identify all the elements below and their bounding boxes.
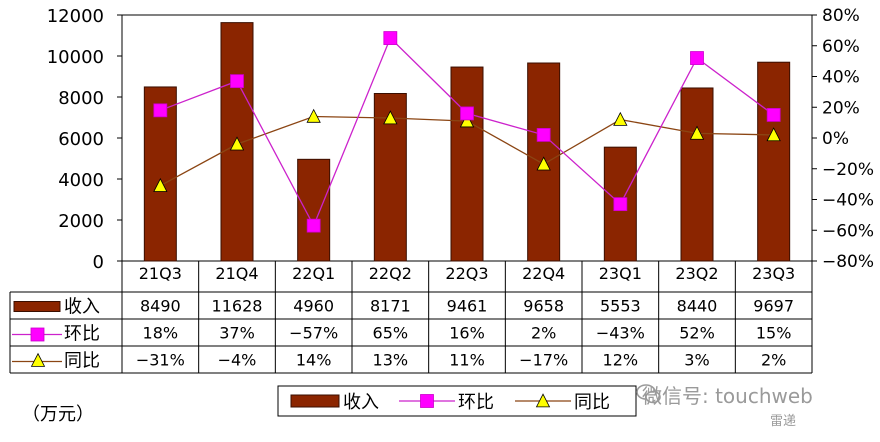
table-cell: −17%: [519, 351, 568, 370]
table-row-header: 收入: [64, 297, 100, 318]
legend-label-revenue: 收入: [343, 392, 379, 413]
table-cell: 8440: [677, 297, 718, 316]
table-key-yoy-marker: [30, 352, 46, 367]
legend-key-revenue: [290, 394, 340, 408]
unit-label: （万元）: [22, 404, 94, 425]
table-cell: 8490: [140, 297, 181, 316]
legend-label-mom: 环比: [458, 392, 494, 413]
yoy-marker: [766, 127, 781, 142]
legend-key-mom-marker: [420, 394, 434, 408]
yoy-marker: [153, 177, 168, 192]
table-cell: −4%: [218, 351, 257, 370]
table-cell: 13%: [373, 351, 409, 370]
table-cell: 8171: [370, 297, 411, 316]
x-tick-label: 21Q3: [139, 264, 182, 283]
y-right-tick-label: 40%: [822, 68, 860, 88]
table-cell: 37%: [219, 324, 255, 343]
yoy-marker: [229, 136, 245, 151]
table-cell: 4960: [293, 297, 334, 316]
y-left-tick-label: 0: [93, 252, 104, 273]
revenue-bar: [680, 87, 714, 262]
y-left-tick-label: 12000: [47, 6, 104, 27]
table-cell: 9697: [753, 297, 794, 316]
x-tick-label: 22Q2: [369, 264, 412, 283]
mom-marker: [536, 128, 551, 142]
yoy-marker: [689, 125, 705, 140]
mom-marker: [460, 106, 474, 121]
mom-marker: [766, 108, 781, 122]
legend-key-yoy-marker: [535, 393, 551, 408]
y-right-tick-label: −80%: [822, 252, 874, 272]
x-tick-label: 23Q3: [752, 264, 795, 283]
y-right-tick-label: −20%: [822, 160, 874, 180]
y-left-tick-label: 8000: [58, 88, 104, 109]
x-tick-label: 22Q4: [522, 264, 565, 283]
table-cell: 2%: [531, 324, 556, 343]
y-left-tick-label: 6000: [58, 129, 104, 150]
table-cell: 9658: [523, 297, 564, 316]
table-cell: 11628: [212, 297, 263, 316]
table-cell: 12%: [603, 351, 639, 370]
table-cell: 3%: [684, 351, 709, 370]
yoy-marker: [306, 108, 321, 123]
table-cell: 52%: [679, 324, 715, 343]
revenue-bar: [450, 66, 484, 262]
yoy-marker: [536, 156, 551, 171]
table-cell: 65%: [373, 324, 409, 343]
mom-marker: [306, 218, 321, 233]
mom-marker: [230, 74, 244, 89]
revenue-bar: [527, 62, 561, 262]
y-left-tick-label: 10000: [47, 47, 104, 68]
watermark-sub: 雷递: [770, 414, 797, 429]
yoy-marker: [613, 111, 628, 126]
table-cell: 15%: [756, 324, 792, 343]
x-tick-label: 21Q4: [215, 264, 258, 283]
table-cell: −57%: [289, 324, 338, 343]
revenue-bar: [297, 158, 331, 262]
y-right-tick-label: 60%: [822, 37, 860, 57]
revenue-bar: [757, 61, 791, 262]
table-cell: 2%: [761, 351, 786, 370]
y-left-tick-label: 4000: [58, 170, 104, 191]
table-cell: 16%: [449, 324, 485, 343]
y-right-tick-label: −60%: [822, 221, 874, 241]
mom-marker: [613, 197, 628, 212]
table-cell: 14%: [296, 351, 332, 370]
table-row-header: 同比: [64, 351, 100, 372]
mom-marker: [383, 31, 398, 45]
y-right-tick-label: −40%: [822, 191, 874, 211]
table-row-header: 环比: [64, 324, 100, 345]
x-tick-label: 22Q1: [292, 264, 335, 283]
yoy-marker: [383, 110, 398, 125]
table-cell: 9461: [447, 297, 488, 316]
y-left-tick-label: 2000: [58, 211, 104, 232]
table-cell: 11%: [449, 351, 485, 370]
x-tick-label: 22Q3: [445, 264, 488, 283]
x-tick-label: 23Q1: [599, 264, 642, 283]
y-right-tick-label: 20%: [822, 98, 860, 118]
y-right-tick-label: 80%: [822, 6, 860, 26]
table-cell: −43%: [596, 324, 645, 343]
table-key-mom-marker: [30, 327, 45, 342]
table-cell: 5553: [600, 297, 641, 316]
table-key-revenue: [13, 301, 61, 312]
x-tick-label: 23Q2: [675, 264, 718, 283]
y-right-tick-label: 0%: [822, 129, 849, 149]
mom-marker: [153, 103, 168, 118]
legend-label-yoy: 同比: [574, 392, 610, 413]
wechat-icon: [636, 384, 661, 404]
revenue-bar: [143, 86, 177, 262]
yoy-marker: [459, 113, 475, 128]
table-cell: 18%: [143, 324, 179, 343]
table-cell: −31%: [136, 351, 185, 370]
mom-marker: [690, 51, 704, 65]
watermark-text: 微信号: touchweb: [642, 384, 813, 408]
